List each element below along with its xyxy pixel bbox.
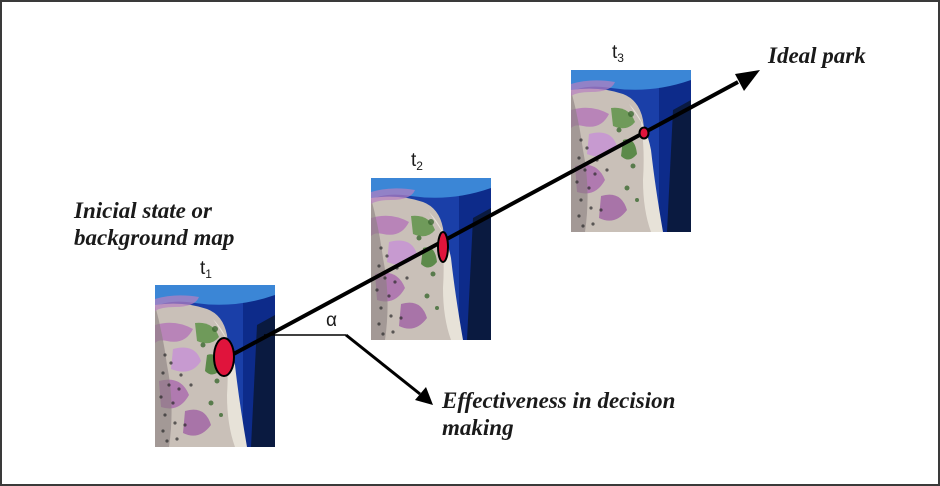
map-tile-t3 <box>571 70 691 232</box>
map-tile-t2 <box>371 178 491 340</box>
marker-t3 <box>638 126 650 140</box>
effectiveness-line-1: Effectiveness in decision <box>442 388 676 413</box>
time-label-t2: t2 <box>411 150 423 173</box>
time-label-t1: t1 <box>200 258 212 281</box>
marker-t2 <box>437 231 449 263</box>
effectiveness-label: Effectiveness in decision making <box>442 387 675 441</box>
time-label-t3: t3 <box>612 42 624 65</box>
ideal-park-label: Ideal park <box>768 43 866 68</box>
initial-state-label: Inicial state or background map <box>74 197 234 251</box>
effectiveness-arrowhead <box>415 387 433 405</box>
effectiveness-arrow-line <box>345 333 421 396</box>
initial-state-line-2: background map <box>74 225 235 250</box>
marker-t1 <box>213 337 235 377</box>
effectiveness-line-2: making <box>442 415 514 440</box>
trajectory-arrowhead <box>735 70 760 91</box>
angle-alpha-label: α <box>326 310 337 331</box>
trajectory-arrow-line <box>227 80 739 359</box>
initial-state-line-1: Inicial state or <box>74 198 213 223</box>
